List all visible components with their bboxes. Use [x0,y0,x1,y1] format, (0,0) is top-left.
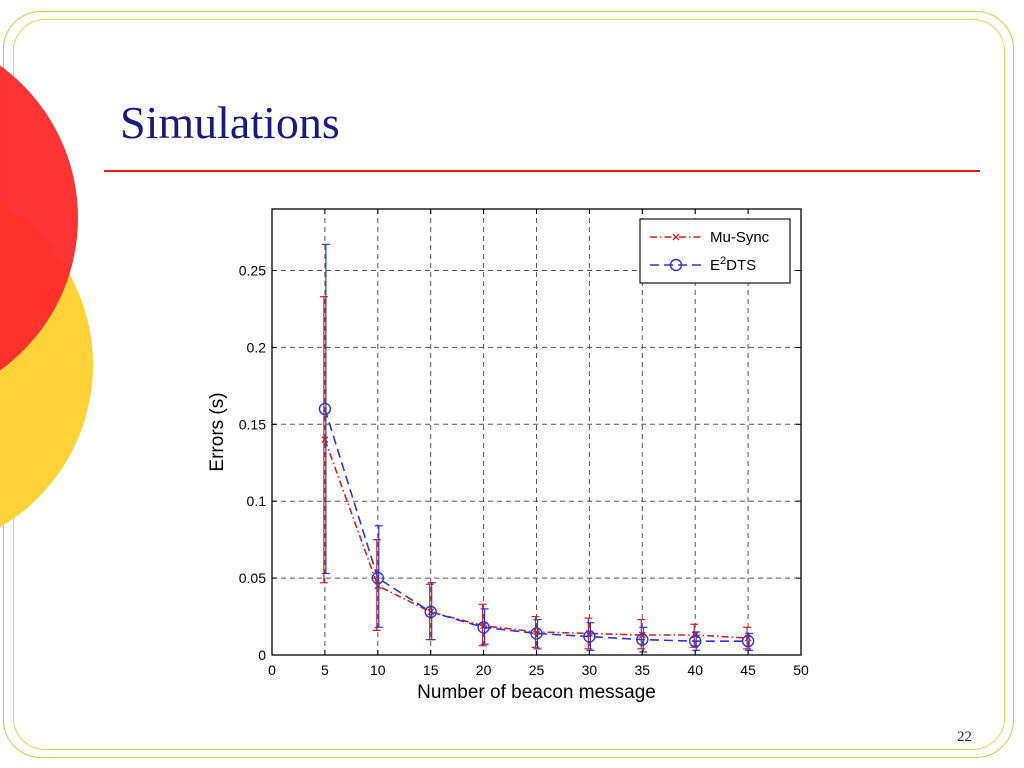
data-point [477,621,490,634]
series-layer [318,243,755,653]
x-tick-label: 40 [687,662,703,678]
data-point [741,634,755,648]
x-tick-label: 20 [476,662,492,678]
legend-label-mu-sync: Mu-Sync [710,229,770,246]
data-point [638,631,646,639]
data-point [583,630,596,643]
legend-label-e2dts-sup: 2 [720,255,726,267]
legend-box [639,218,791,284]
decorative-circles [0,65,93,528]
legend-label-e2dts-base: E [710,257,720,274]
x-tick-label: 10 [370,662,386,678]
y-tick-label: 0.25 [239,263,266,279]
x-tick-label: 15 [423,662,439,678]
x-tick-label: 0 [268,662,276,678]
legend-label-e2dts-suffix: DTS [726,257,756,274]
data-point [636,633,649,646]
ticks: 0 5 10 15 20 25 30 35 40 45 50 0 0.05 0.1 0.15 0.2 0.25 [239,209,809,678]
y-tick-label: 0.2 [247,339,267,355]
data-point [689,634,702,648]
data-point [371,571,384,585]
x-axis-label: Number of beacon message [417,682,656,703]
data-point [321,436,329,444]
data-point [318,402,332,416]
x-tick-label: 5 [321,662,329,678]
y-axis-label: Errors (s) [207,392,228,471]
slide-title: Simulations [120,97,340,148]
data-point [424,605,437,619]
y-tick-label: 0 [258,647,266,663]
legend-x-mark [672,233,680,241]
x-tick-label: 45 [740,662,756,678]
x-tick-label: 30 [582,662,598,678]
page-number: 22 [957,729,972,745]
legend-label-e2dts: E2DTS [710,255,756,274]
x-tick-label: 50 [793,662,809,678]
data-point [530,627,543,640]
title-divider [104,170,980,172]
legend-marker-e2dts [669,258,683,272]
y-tick-label: 0.05 [239,570,266,586]
y-tick-label: 0.1 [247,493,267,509]
legend-marker-mu-sync [672,233,680,241]
legend: Mu-Sync E2DTS [639,218,791,284]
y-tick-label: 0.15 [239,416,266,432]
x-tick-label: 35 [635,662,651,678]
series-line [324,408,749,642]
x-tick-label: 25 [529,662,545,678]
red-circle [0,65,78,371]
